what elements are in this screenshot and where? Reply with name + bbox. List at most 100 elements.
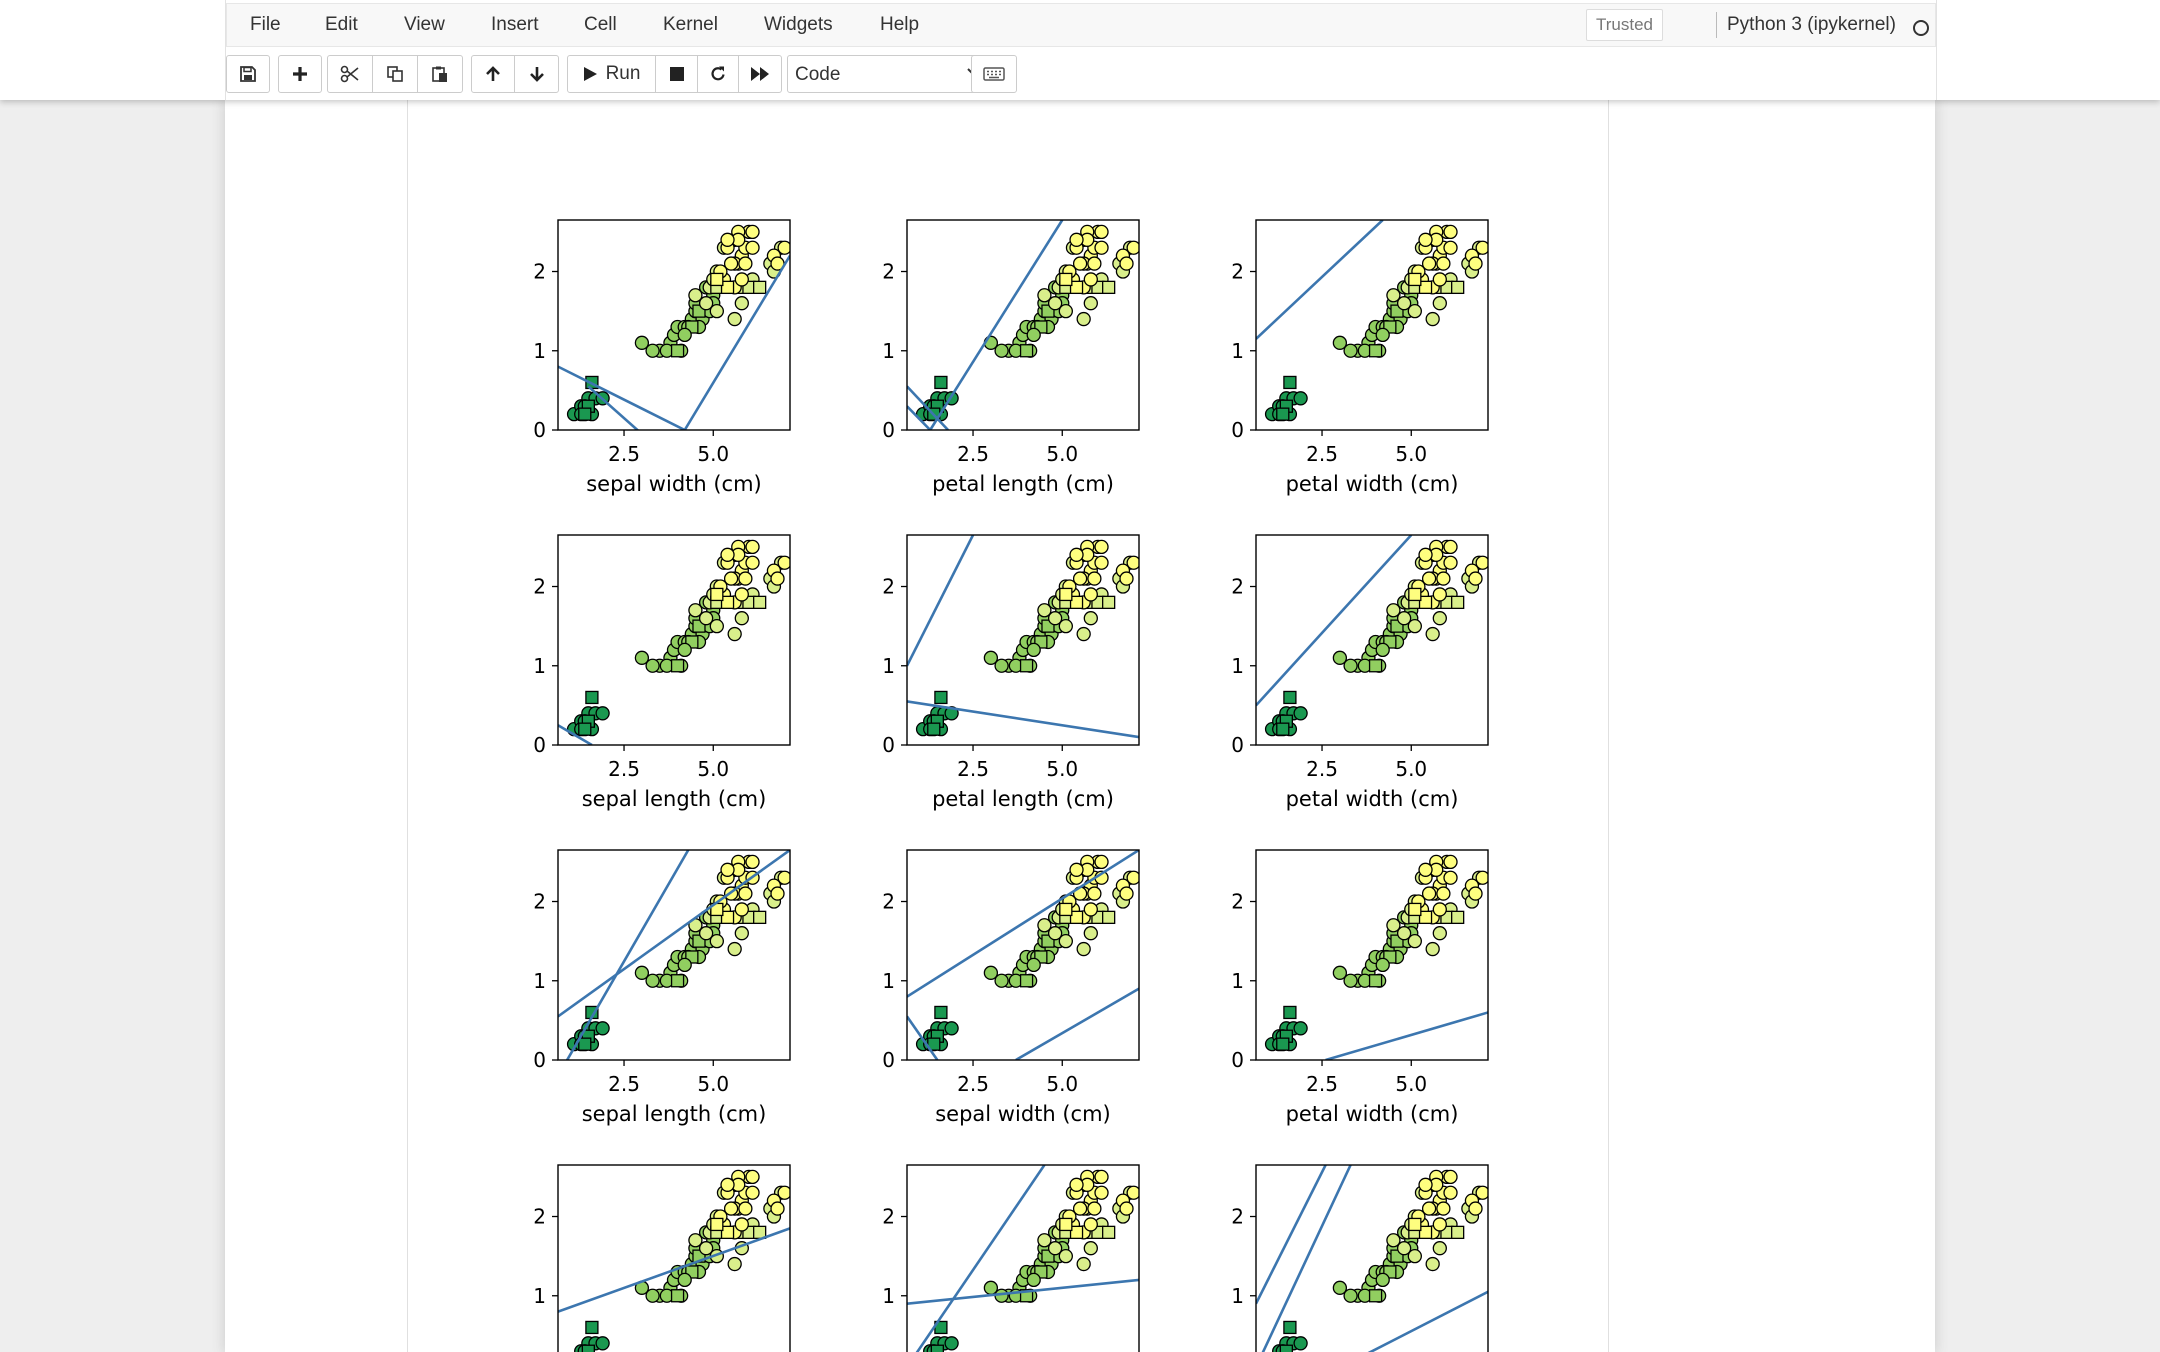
y-tick-label: 1 [882, 339, 895, 363]
plot-area [1264, 854, 1488, 1060]
paste-button[interactable] [418, 56, 462, 92]
circle-marker [595, 1336, 610, 1351]
menu-widgets[interactable]: Widgets [764, 14, 833, 35]
plot-area [558, 539, 790, 745]
x-tick-label: 2.5 [957, 757, 989, 781]
circle-marker [1083, 1241, 1098, 1256]
circle-marker [1037, 603, 1052, 618]
circle-marker [1069, 232, 1084, 247]
command-palette-button[interactable] [972, 56, 1016, 92]
y-tick-label: 2 [1231, 1205, 1244, 1229]
axes-frame [557, 849, 791, 1061]
cell-type-select[interactable]: Code [787, 55, 995, 93]
circle-marker [1087, 256, 1102, 271]
y-tick-label: 1 [533, 339, 546, 363]
menu-insert[interactable]: Insert [491, 14, 539, 35]
circle-marker [634, 335, 650, 350]
menu-help[interactable]: Help [880, 14, 920, 35]
y-tick-label: 0 [882, 1048, 895, 1072]
circle-marker [1375, 327, 1390, 343]
square-marker [1102, 595, 1116, 610]
circle-marker [1026, 957, 1041, 973]
square-marker [670, 344, 685, 358]
kernel-name[interactable]: Python 3 (ipykernel) [1727, 14, 1896, 35]
cell-type-value: Code [795, 64, 841, 85]
square-marker [1451, 595, 1465, 610]
y-tick-label: 1 [1231, 339, 1244, 363]
circle-marker [770, 1201, 785, 1216]
interrupt-button[interactable] [656, 56, 698, 92]
plot-area [907, 220, 1139, 430]
copy-button[interactable] [373, 56, 418, 92]
axes-frame [906, 849, 1140, 1061]
move-down-button[interactable] [515, 56, 558, 92]
axes-frame [906, 534, 1140, 746]
circle-marker [1083, 587, 1098, 602]
y-tick-label: 0 [533, 1048, 546, 1072]
menu-edit[interactable]: Edit [325, 14, 358, 35]
circle-marker [1072, 571, 1088, 586]
decision-line [929, 220, 1064, 430]
square-marker [720, 1225, 735, 1240]
cut-button[interactable] [328, 56, 373, 92]
square-marker [1069, 1225, 1084, 1240]
menu-file[interactable]: File [250, 14, 281, 35]
circle-marker [734, 926, 749, 941]
run-all-button[interactable] [739, 56, 781, 92]
circle-marker [645, 973, 660, 988]
restart-button[interactable] [698, 56, 739, 92]
circle-marker [709, 933, 724, 949]
square-marker [720, 595, 735, 610]
axes-frame [906, 1164, 1140, 1352]
axes-frame [906, 219, 1140, 431]
circle-marker [1293, 1336, 1308, 1351]
x-tick-label: 5.0 [1046, 442, 1078, 466]
circle-marker [1126, 240, 1139, 255]
square-marker [1069, 910, 1084, 925]
circle-marker [1126, 1185, 1139, 1200]
decision-line [915, 1165, 1046, 1352]
kernel-separator [1716, 12, 1717, 38]
run-button[interactable]: Run [568, 56, 656, 92]
circle-marker [1468, 571, 1483, 586]
circle-marker [1396, 1241, 1412, 1256]
insert-cell-button[interactable] [279, 56, 321, 92]
trusted-badge[interactable]: Trusted [1586, 9, 1664, 41]
square-marker [1059, 272, 1073, 287]
circle-marker [727, 1256, 742, 1272]
menu-view[interactable]: View [404, 14, 445, 35]
square-marker [710, 587, 724, 602]
circle-marker [1386, 918, 1401, 933]
circle-marker [1443, 224, 1458, 240]
circle-marker [734, 1217, 749, 1232]
circle-marker [1083, 1217, 1098, 1232]
save-button[interactable] [227, 56, 269, 92]
y-tick-label: 1 [1231, 1284, 1244, 1308]
circle-marker [1436, 256, 1451, 271]
circle-marker [727, 311, 742, 327]
circle-marker [734, 296, 749, 311]
notebook-page: 0 1 2 2.5 5.0 sepal width (cm) 0 1 2 2.5 5.0 petal … [225, 100, 1935, 1352]
circle-marker [734, 611, 749, 626]
x-tick-label: 2.5 [608, 1072, 640, 1096]
square-marker [1019, 344, 1034, 358]
move-up-button[interactable] [472, 56, 515, 92]
circle-marker [727, 626, 742, 642]
circle-marker [720, 862, 735, 877]
circle-marker [1432, 587, 1447, 602]
menu-kernel[interactable]: Kernel [663, 14, 718, 35]
circle-marker [698, 926, 714, 941]
square-marker [710, 1217, 724, 1232]
square-marker [1451, 280, 1465, 295]
square-marker [1102, 910, 1116, 925]
circle-marker [1421, 886, 1437, 901]
circle-marker [1407, 1248, 1422, 1264]
y-tick-label: 1 [533, 1284, 546, 1308]
circle-marker [1475, 1185, 1488, 1200]
square-marker [578, 722, 592, 736]
square-marker [927, 722, 941, 736]
x-axis-label: petal length (cm) [932, 472, 1114, 496]
menu-cell[interactable]: Cell [584, 14, 617, 35]
circle-marker [1432, 1217, 1447, 1232]
square-marker [1069, 595, 1084, 610]
